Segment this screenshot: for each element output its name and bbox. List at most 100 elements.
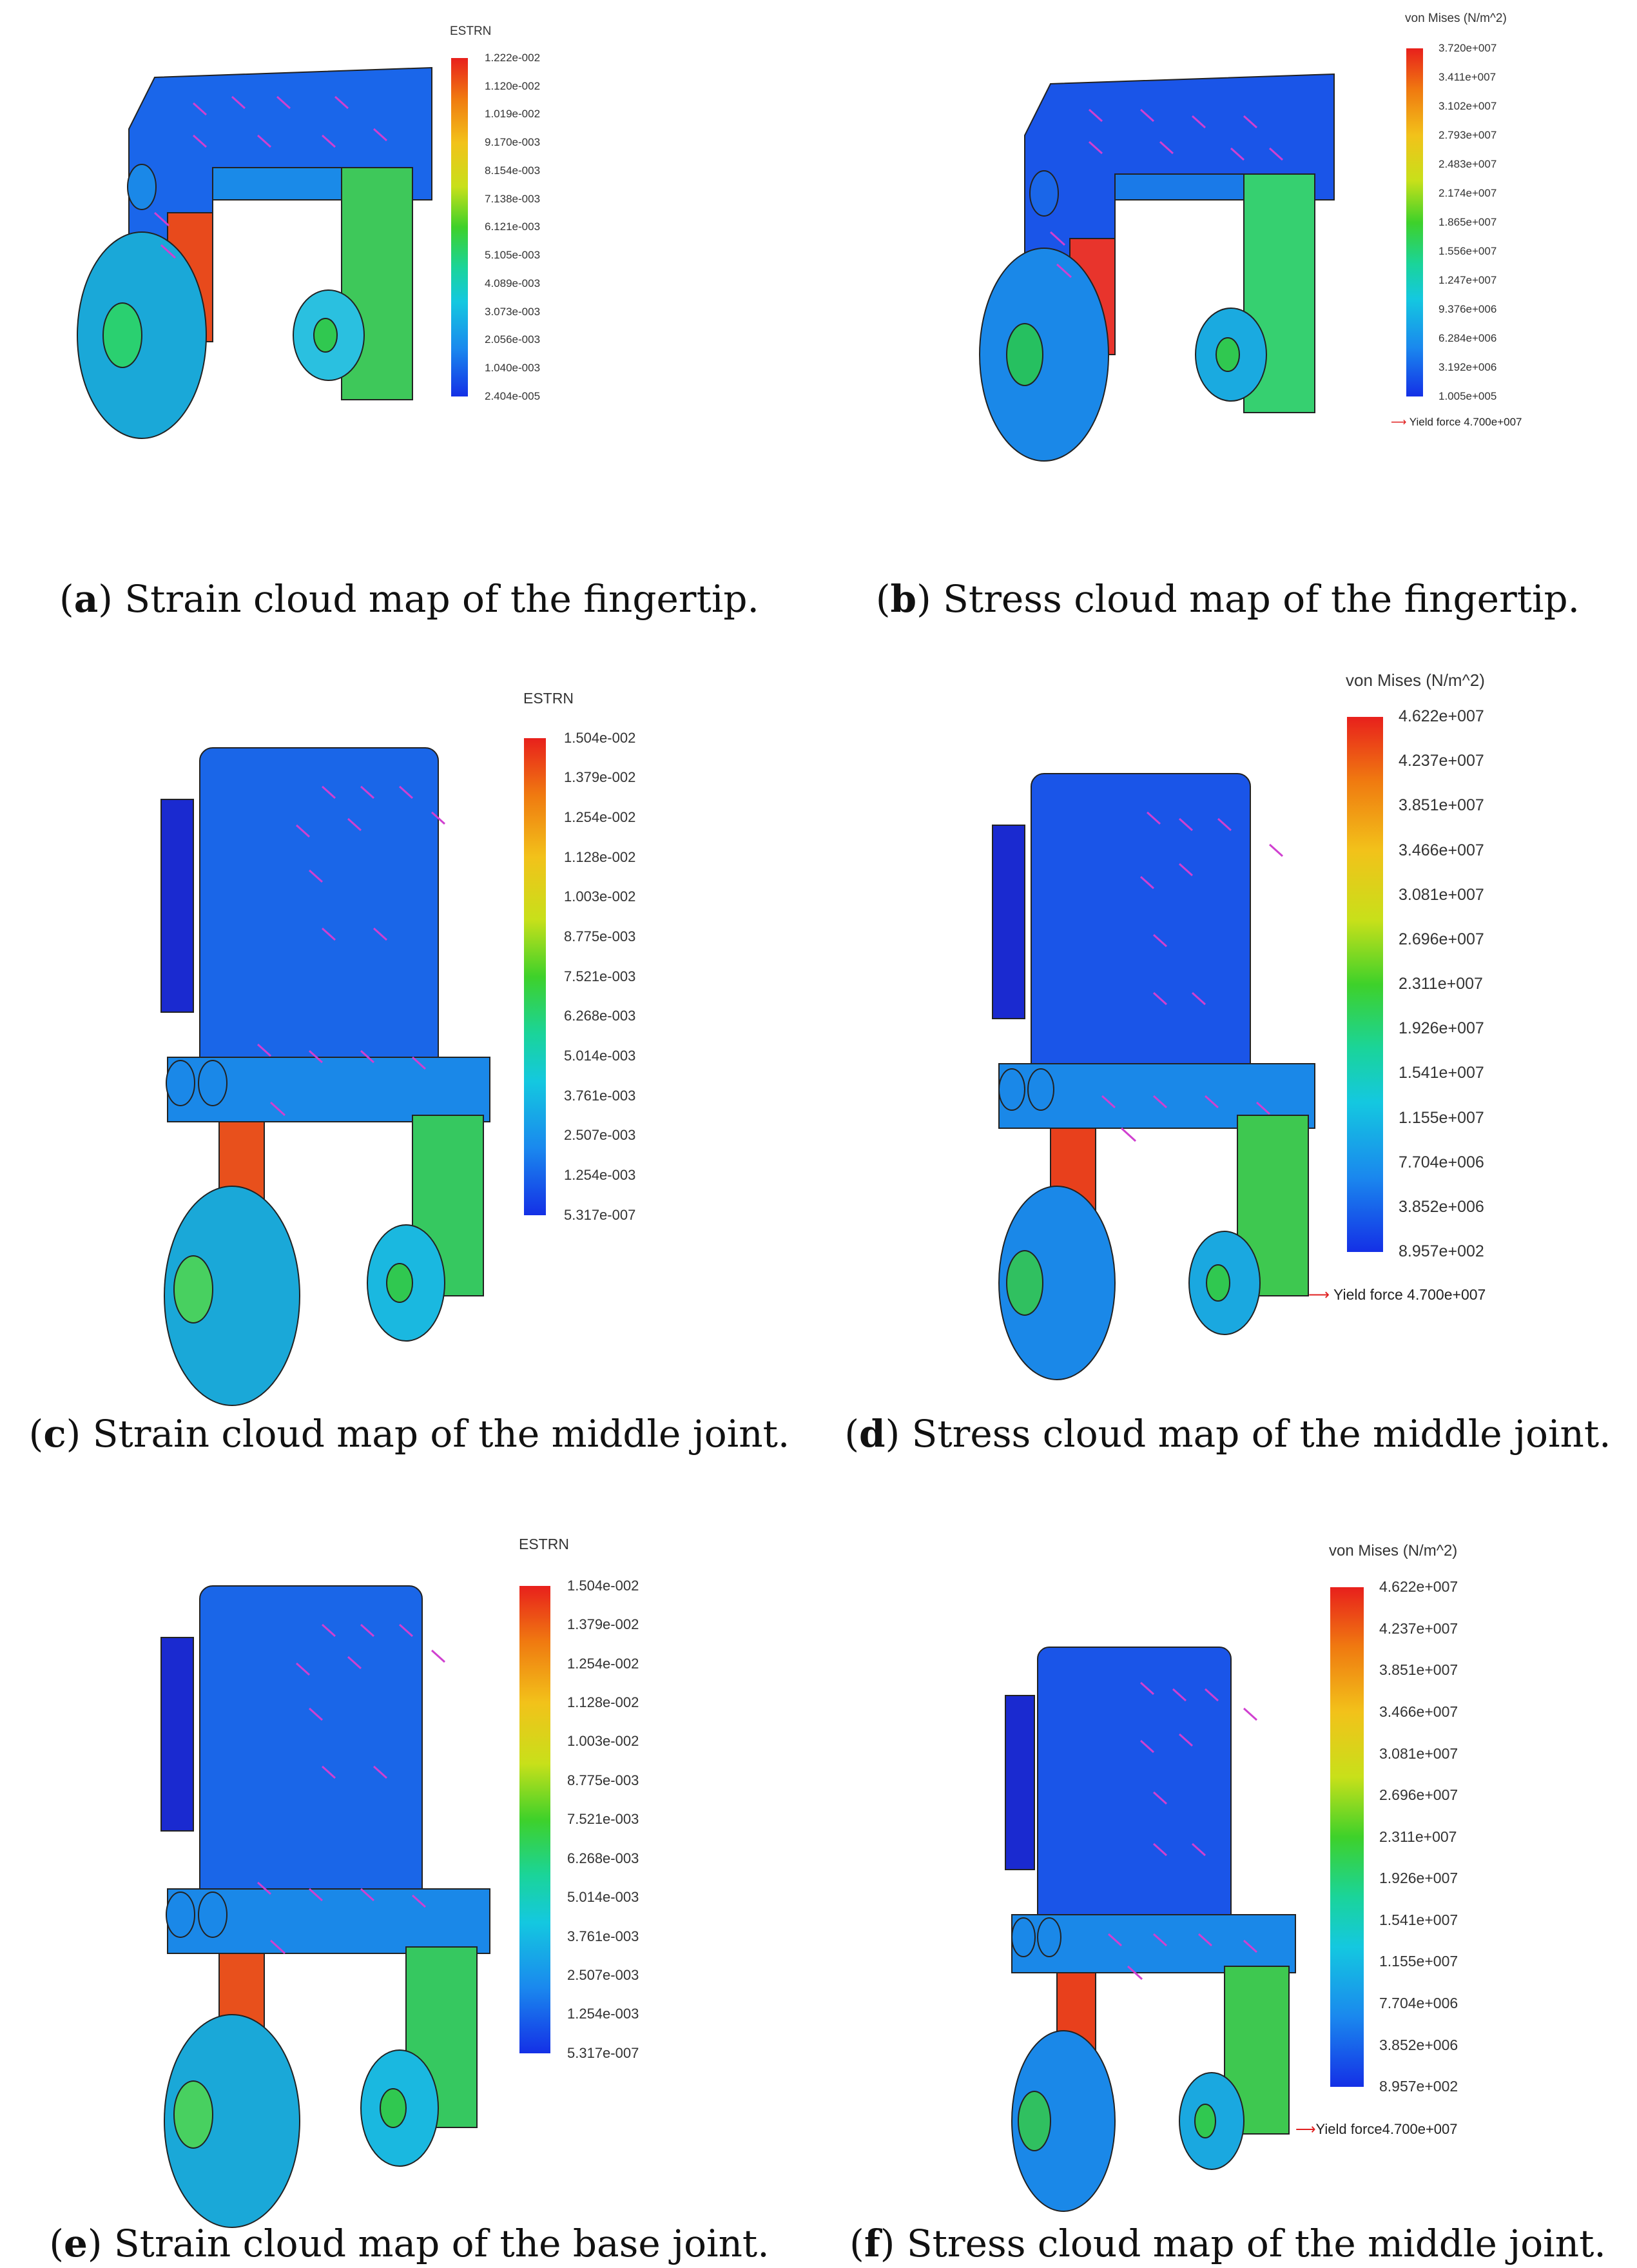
- legend-tick-label: 1.019e-002: [485, 108, 541, 121]
- legend-tick-label: 1.541e+007: [1379, 1911, 1458, 1928]
- legend-tick-label: 3.852e+006: [1399, 1197, 1484, 1216]
- legend-tick-label: 2.056e-003: [485, 333, 541, 346]
- legend-tick-label: 1.155e+007: [1379, 1953, 1458, 1970]
- legend-tick-label: 1.504e-002: [564, 729, 636, 746]
- legend-title: von Mises (N/m^2): [1346, 670, 1485, 690]
- legend-tick-label: 2.404e-005: [485, 389, 541, 402]
- legend-tick-label: 1.128e-002: [564, 848, 636, 865]
- legend-tick-label: 3.761e-003: [567, 1928, 639, 1944]
- legend-tick-label: 1.003e-002: [564, 888, 636, 905]
- legend-tick-label: 1.254e-003: [567, 2006, 639, 2022]
- legend-tick-label: 9.170e-003: [485, 136, 541, 149]
- legend-tick-label: 1.926e+007: [1399, 1019, 1484, 1038]
- legend-tick-label: 5.317e-007: [567, 2044, 639, 2061]
- force-arrows: [1107, 1681, 1258, 1980]
- legend-tick-label: 1.120e-002: [485, 79, 541, 92]
- colorbar: [524, 738, 546, 1215]
- panel-f: von Mises (N/m^2) ⟶Yield force4.700e+007…: [818, 1509, 1637, 2268]
- yield-arrow-icon: ⟶: [1308, 1286, 1330, 1303]
- force-arrows: [257, 785, 446, 1117]
- legend-tick-label: 4.237e+007: [1379, 1619, 1458, 1637]
- legend-tick-label: 3.851e+007: [1379, 1661, 1458, 1679]
- legend-tick-label: 6.268e-003: [567, 1850, 639, 1866]
- legend-tick-label: 7.521e-003: [567, 1811, 639, 1828]
- legend-tick-label: 1.504e-002: [567, 1577, 639, 1594]
- caption-c: (c) Strain cloud map of the middle joint…: [28, 1412, 790, 1456]
- colorbar: [451, 58, 468, 396]
- legend-tick-label: 5.317e-007: [564, 1206, 636, 1223]
- fingertip-strain-model: [77, 66, 432, 439]
- yield-force-label: ⟶ Yield force 4.700e+007: [1391, 416, 1522, 428]
- legend-tick-label: 2.696e+007: [1379, 1786, 1458, 1804]
- yield-arrow-icon: ⟶: [1391, 416, 1407, 428]
- legend-tick-label: 1.541e+007: [1399, 1064, 1484, 1082]
- legend-tick-label: 1.254e-002: [567, 1655, 639, 1672]
- legend-tick-label: 7.704e+006: [1399, 1153, 1484, 1171]
- yield-force-label: ⟶ Yield force 4.700e+007: [1308, 1286, 1486, 1303]
- legend-tick-label: 3.192e+006: [1438, 360, 1497, 373]
- legend-tick-label: 1.128e-002: [567, 1694, 639, 1711]
- panel-e: ESTRN (e) Strain cloud map of the base j…: [0, 1509, 818, 2268]
- legend-tick-label: 1.556e+007: [1438, 244, 1497, 257]
- colorbar: [1330, 1587, 1364, 2087]
- caption-a: (a) Strain cloud map of the fingertip.: [59, 577, 759, 621]
- legend-tick-label: 8.957e+002: [1399, 1242, 1484, 1260]
- legend-title: ESTRN: [450, 24, 492, 38]
- caption-e: (e) Strain cloud map of the base joint.: [49, 2222, 770, 2265]
- legend-tick-label: 3.081e+007: [1379, 1745, 1458, 1762]
- legend-tick-label: 4.237e+007: [1399, 752, 1484, 770]
- legend-tick-label: 3.073e-003: [485, 305, 541, 318]
- legend-tick-label: 8.775e-003: [567, 1772, 639, 1788]
- legend-tick-label: 1.005e+005: [1438, 389, 1497, 402]
- legend-tick-label: 8.775e-003: [564, 928, 636, 945]
- base-joint-strain-model: [160, 1585, 490, 2228]
- legend-tick-label: 5.014e-003: [564, 1048, 636, 1064]
- legend-tick-label: 2.507e-003: [564, 1127, 636, 1144]
- legend-tick-label: 1.379e-002: [567, 1616, 639, 1633]
- legend-tick-label: 5.105e-003: [485, 249, 541, 262]
- legend-title: von Mises (N/m^2): [1329, 1542, 1458, 1559]
- legend-tick-label: 3.852e+006: [1379, 2036, 1458, 2053]
- caption-b: (b) Stress cloud map of the fingertip.: [875, 577, 1580, 621]
- force-arrows: [1049, 108, 1284, 279]
- legend-title: ESTRN: [519, 1536, 569, 1552]
- legend-tick-label: 3.851e+007: [1399, 796, 1484, 815]
- legend-tick-label: 1.155e+007: [1399, 1108, 1484, 1127]
- legend-tick-label: 8.154e-003: [485, 164, 541, 177]
- panel-b: von Mises (N/m^2) ⟶ Yield force 4.700e+0…: [818, 0, 1637, 645]
- legend-tick-label: 2.507e-003: [567, 1966, 639, 1983]
- legend-tick-label: 1.379e-002: [564, 769, 636, 786]
- legend-tick-label: 4.622e+007: [1399, 707, 1484, 725]
- legend-tick-label: 2.311e+007: [1399, 975, 1483, 993]
- legend-tick-label: 1.254e-002: [564, 809, 636, 826]
- legend-tick-label: 8.957e+002: [1379, 2078, 1458, 2095]
- legend-tick-label: 3.411e+007: [1438, 70, 1497, 83]
- middle-joint-strain-model: [160, 747, 490, 1406]
- legend-tick-label: 2.311e+007: [1379, 1828, 1457, 1845]
- legend-tick-label: 3.761e-003: [564, 1087, 636, 1104]
- legend-tick-label: 9.376e+006: [1438, 302, 1497, 315]
- legend-tick-label: 2.174e+007: [1438, 186, 1497, 199]
- legend-title: von Mises (N/m^2): [1405, 12, 1507, 25]
- legend-tick-label: 2.696e+007: [1399, 930, 1484, 948]
- legend-tick-label: 1.926e+007: [1379, 1870, 1458, 1887]
- legend-tick-label: 5.014e-003: [567, 1889, 639, 1906]
- colorbar: [519, 1586, 550, 2053]
- legend-tick-label: 1.222e-002: [485, 51, 541, 64]
- caption-d: (d) Stress cloud map of the middle joint…: [844, 1412, 1611, 1456]
- legend-tick-label: 3.720e+007: [1438, 41, 1497, 54]
- legend-tick-label: 6.121e-003: [485, 220, 541, 233]
- legend-tick-label: 7.521e-003: [564, 968, 636, 984]
- legend-tick-label: 7.138e-003: [485, 192, 541, 205]
- legend-tick-label: 1.040e-003: [485, 362, 541, 375]
- legend-tick-label: 3.466e+007: [1379, 1703, 1458, 1720]
- legend-tick-label: 6.268e-003: [564, 1008, 636, 1024]
- legend-tick-label: 2.793e+007: [1438, 128, 1497, 141]
- force-arrows: [257, 1623, 446, 1955]
- legend-tick-label: 3.081e+007: [1399, 885, 1484, 904]
- legend-tick-label: 3.466e+007: [1399, 841, 1484, 859]
- yield-force-label: ⟶Yield force4.700e+007: [1295, 2121, 1458, 2137]
- caption-f: (f) Stress cloud map of the middle joint…: [849, 2222, 1606, 2265]
- legend-tick-label: 7.704e+006: [1379, 1995, 1458, 2012]
- colorbar: [1406, 48, 1423, 396]
